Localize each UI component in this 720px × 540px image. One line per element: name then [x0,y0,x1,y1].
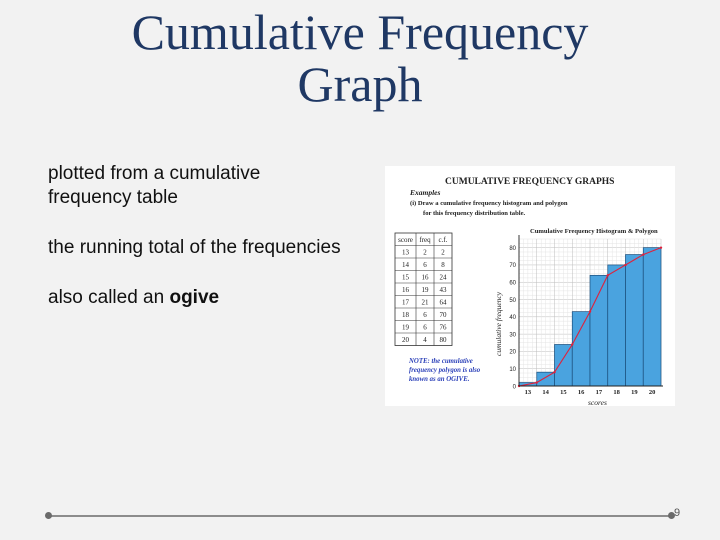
ogive-point [642,253,645,256]
figure-note-2: frequency polygon is also [409,367,481,374]
y-tick-label: 30 [509,332,516,338]
title-line-1: Cumulative Frequency [131,4,589,60]
chart-y-axis-label: cumulative frequency [494,291,503,356]
chart-title: Cumulative Frequency Histogram & Polygon [530,228,658,235]
table-cell: 14 [402,261,410,269]
ogive-point [624,263,627,267]
x-tick-label: 18 [613,389,620,396]
table-header-cell: freq [419,236,431,244]
bullet-text: also called an [48,287,170,308]
histogram-bar [589,274,609,387]
table-cell: 24 [440,274,448,282]
table-cell: 80 [440,336,448,344]
slide-title: Cumulative Frequency Graph [40,6,680,110]
x-tick-label: 15 [560,389,567,396]
figure-instruction-1: (i) Draw a cumulative frequency histogra… [410,200,568,207]
table-cell: 64 [440,299,448,307]
histogram-bar [571,311,591,387]
x-tick-label: 20 [649,389,656,396]
table-cell: 17 [402,299,410,307]
bullet-list: plotted from a cumulative frequency tabl… [48,162,348,336]
y-tick-label: 0 [513,384,517,390]
table-cell: 16 [422,274,430,282]
title-line-2: Graph [297,56,423,112]
table-cell: 6 [423,324,427,332]
histogram-bar [625,254,644,387]
footer-right-dot [668,512,675,519]
table-cell: 19 [422,286,430,294]
y-tick-label: 40 [509,315,516,321]
bullet-bold-term: ogive [169,287,220,308]
table-cell: 19 [402,324,410,332]
figure-note-1: NOTE: the cumulative [408,358,473,365]
table-cell: 2 [423,249,427,257]
table-header-cell: c.f. [439,236,448,244]
x-tick-label: 13 [525,389,532,396]
y-tick-label: 70 [509,263,516,269]
y-tick-label: 20 [509,350,516,356]
table-cell: 21 [422,299,430,307]
table-border [394,232,453,346]
table-cell: 6 [423,261,427,269]
bullet-item: plotted from a cumulative frequency tabl… [48,163,261,208]
textbook-figure: CUMULATIVE FREQUENCY GRAPHS Examples (i)… [385,166,675,406]
chart-x-axis-label: scores [588,398,607,406]
footer-left-dot [45,512,52,519]
bullet-item: also called an ogive [48,286,348,310]
ogive-point [535,381,538,384]
table-cell: 18 [402,311,410,319]
table-cell: 15 [402,274,410,282]
table-header-cell: score [398,236,413,244]
table-cell: 8 [441,261,445,269]
table-cell: 2 [441,249,445,257]
histogram-bar [607,264,626,387]
x-tick-label: 17 [596,389,603,396]
figure-note-3: known as an OGIVE. [409,376,470,383]
histogram-bar [554,344,573,387]
figure-svg: CUMULATIVE FREQUENCY GRAPHS Examples (i)… [394,177,663,406]
x-tick-label: 16 [578,389,585,396]
bullet-item: the running total of the frequencies [48,237,341,258]
table-cell: 76 [440,324,448,332]
figure-examples-label: Examples [409,188,440,197]
y-tick-label: 80 [509,246,516,252]
histogram-bar [642,247,662,387]
table-cell: 16 [402,286,410,294]
table-cell: 6 [423,311,427,319]
ogive-point [553,370,556,374]
ogive-point [606,274,609,277]
y-tick-label: 50 [509,298,516,304]
y-tick-label: 10 [509,367,516,373]
table-cell: 13 [402,249,410,257]
page-number: 9 [674,507,681,519]
x-tick-label: 14 [542,389,549,396]
y-tick-label: 60 [509,281,516,287]
table-cell: 70 [440,311,448,319]
ogive-point [588,310,592,313]
x-tick-label: 19 [631,389,638,396]
ogive-point [659,246,663,249]
figure-instruction-2: for this frequency distribution table. [423,210,525,217]
ogive-point [571,343,574,346]
footer-divider [48,515,674,517]
cumulative-frequency-chart: 0 10 20 30 40 50 60 70 80 13 14 15 16 17 18 19 20 [509,235,663,396]
table-cell: 4 [423,336,427,344]
figure-heading: CUMULATIVE FREQUENCY GRAPHS [445,177,614,187]
table-cell: 43 [440,286,448,294]
table-cell: 20 [402,336,410,344]
